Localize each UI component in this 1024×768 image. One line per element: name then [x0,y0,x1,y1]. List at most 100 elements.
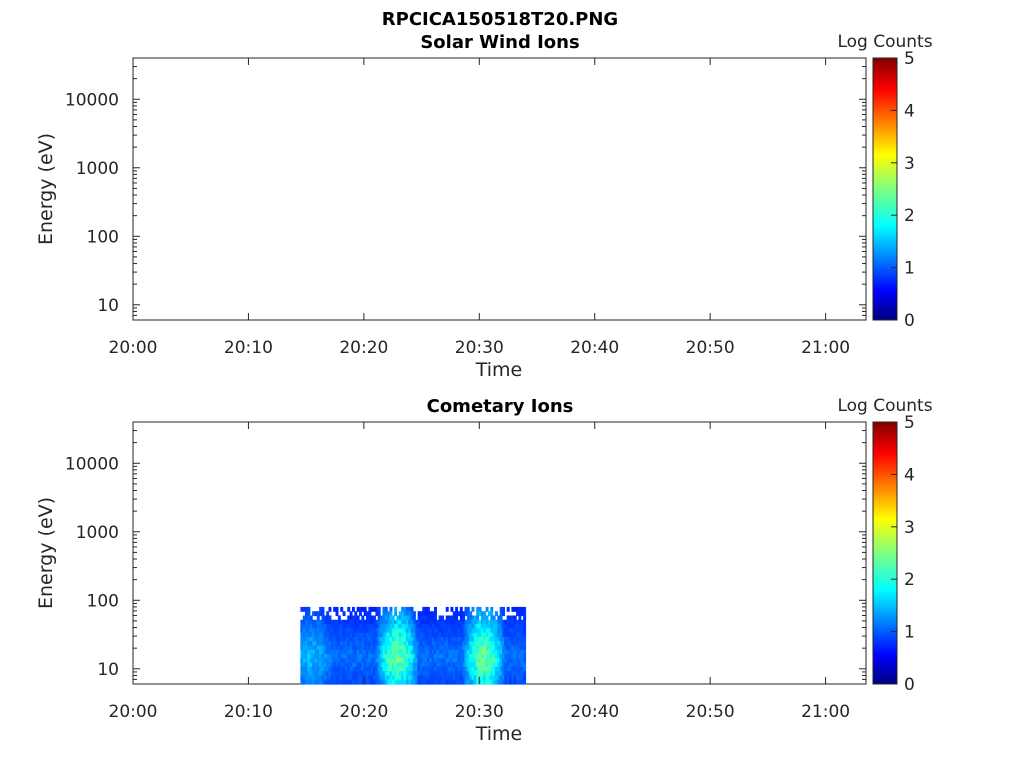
heatmap-cell [466,679,470,685]
heatmap-cell [492,624,496,629]
heatmap-cell [490,671,494,677]
heatmap-cell [366,645,369,651]
heatmap-cell [459,666,463,672]
heatmap-cell [464,611,468,617]
heatmap-cell [476,615,480,621]
heatmap-cell [429,636,433,642]
heatmap-cell [443,619,447,625]
heatmap-cell [405,611,409,617]
heatmap-cell [380,654,384,659]
heatmap-cell [426,649,430,655]
heatmap-cell [415,628,419,634]
heatmap-cell [455,666,459,672]
heatmap-cell [333,666,337,672]
heatmap-cell [384,619,388,625]
heatmap-cell [408,628,412,634]
colorbar [872,57,898,321]
heatmap-cell [375,624,379,629]
heatmap-cell [370,671,374,677]
heatmap-cell [337,658,341,664]
heatmap-cell [434,611,437,617]
heatmap-cell [448,615,452,621]
heatmap-cell [478,666,482,672]
heatmap-cell [450,675,454,681]
heatmap-cell [509,628,512,634]
heatmap-cell [426,624,430,629]
heatmap-cell [370,645,374,651]
heatmap-cell [523,619,527,625]
heatmap-cell [361,658,365,664]
heatmap-cell [436,649,440,655]
heatmap-cell [469,675,473,681]
heatmap-cell [373,636,376,642]
heatmap-cell [340,679,344,685]
heatmap-cell [485,658,489,664]
heatmap-cell [398,624,402,629]
heatmap-cell [422,675,426,681]
heatmap-cell [499,628,503,634]
colorbar-tick-label: 4 [904,101,915,121]
heatmap-cell [370,628,374,634]
heatmap-cell [396,662,400,668]
heatmap-cell [452,654,456,659]
heatmap-cell [349,675,353,681]
heatmap-cell [509,679,512,685]
heatmap-cell [462,641,466,647]
heatmap-cell [401,675,405,681]
heatmap-cell [359,649,362,655]
heatmap-cell [455,662,459,668]
heatmap-cell [307,675,311,681]
heatmap-cell [349,632,353,638]
heatmap-cell [342,611,346,617]
heatmap-cell [471,645,475,651]
heatmap-cell [300,606,304,612]
heatmap-cell [335,632,339,638]
heatmap-cell [373,615,376,621]
heatmap-cell [478,675,482,681]
heatmap-cell [384,636,388,642]
heatmap-cell [403,654,407,659]
heatmap-cell [511,654,515,659]
heatmap-cell [504,675,508,681]
heatmap-cell [492,649,496,655]
heatmap-cell [450,628,454,634]
heatmap-cell [396,615,400,621]
heatmap-cell [347,645,351,651]
heatmap-cell [513,671,517,677]
heatmap-cell [354,611,358,617]
heatmap-cell [340,636,344,642]
heatmap-cell [434,624,437,629]
heatmap-cell [504,679,508,685]
heatmap-cell [328,649,332,655]
heatmap-cell [438,654,442,659]
heatmap-cell [366,662,369,668]
heatmap-cell [480,658,484,664]
heatmap-cell [497,671,501,677]
heatmap-cell [349,666,353,672]
heatmap-cell [337,636,341,642]
heatmap-cell [382,615,386,621]
heatmap-cell [415,619,419,625]
heatmap-cell [424,671,428,677]
heatmap-cell [359,671,362,677]
heatmap-cell [459,606,463,612]
heatmap-cell [455,632,459,638]
heatmap-cell [511,645,515,651]
heatmap-cell [429,662,433,668]
heatmap-cell [480,632,484,638]
heatmap-cell [389,636,393,642]
y-tick-label: 10000 [65,454,119,474]
heatmap-cell [370,624,374,629]
heatmap-cell [494,649,498,655]
heatmap-cell [323,636,327,642]
heatmap-cell [518,645,522,651]
heatmap-cell [382,666,386,672]
heatmap-cell [321,628,325,634]
heatmap-cell [330,649,334,655]
heatmap-cell [516,632,520,638]
heatmap-cell [335,624,339,629]
heatmap-cell [337,679,341,685]
heatmap-cell [305,666,309,672]
heatmap-cell [314,671,318,677]
